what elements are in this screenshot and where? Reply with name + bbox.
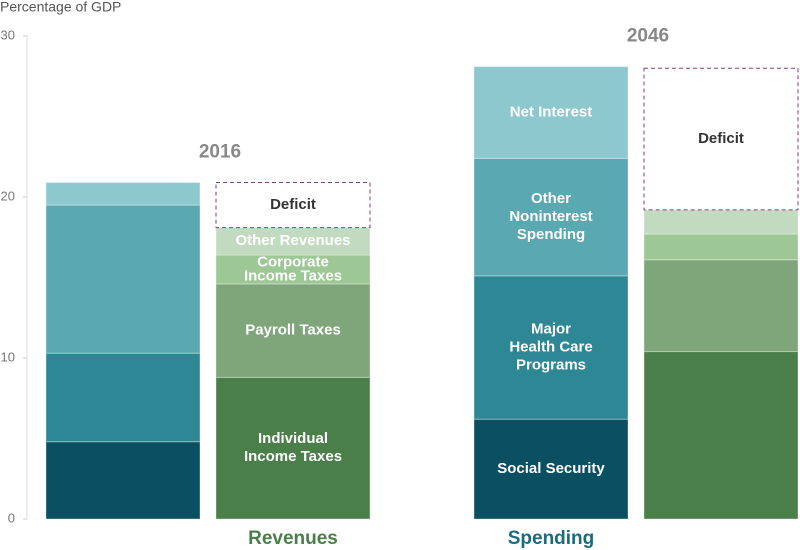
y-axis-label: Percentage of GDP xyxy=(0,0,121,15)
group-label: 2016 xyxy=(199,142,241,163)
segment-label: Corporate xyxy=(257,253,329,270)
segment-label: Spending xyxy=(517,226,585,243)
bar-segment xyxy=(215,254,371,285)
bar-segment xyxy=(643,209,799,235)
segment-label: Payroll Taxes xyxy=(245,322,341,339)
bar-segment xyxy=(215,227,371,256)
bar-segment xyxy=(643,259,799,353)
bar-segment xyxy=(215,376,371,520)
bar-segment xyxy=(643,67,799,211)
segment-label: Programs xyxy=(516,357,586,374)
segment-label: Deficit xyxy=(698,130,744,147)
y-tick-label: 30 xyxy=(1,27,15,42)
y-tick-label: 20 xyxy=(1,188,15,203)
bar-segment xyxy=(45,182,201,206)
segment-label: Individual xyxy=(258,430,328,447)
y-tick-label: 10 xyxy=(1,349,15,364)
segment-label: Social Security xyxy=(497,460,605,477)
bar-segment xyxy=(473,66,629,159)
segment-label: Major xyxy=(531,321,571,338)
bar-segment xyxy=(215,182,371,229)
bar-segment xyxy=(473,157,629,277)
bar-segment xyxy=(473,275,629,420)
bar-segment xyxy=(45,441,201,520)
segment-label: Deficit xyxy=(270,196,316,213)
y-tick-label: 0 xyxy=(8,510,15,525)
segment-label: Income Taxes xyxy=(244,267,342,284)
segment-label: Income Taxes xyxy=(244,448,342,465)
bar-segment xyxy=(215,283,371,378)
segment-label: Net Interest xyxy=(510,103,593,120)
bar-segment xyxy=(45,352,201,443)
bar-segment xyxy=(643,351,799,520)
segment-label: Other Revenues xyxy=(235,232,350,249)
bar-caption: Spending xyxy=(508,528,595,549)
segment-label: Other xyxy=(531,190,571,207)
group-label: 2046 xyxy=(627,26,669,47)
bar-segment xyxy=(643,233,799,261)
bar-segment xyxy=(473,418,629,520)
segment-label: Noninterest xyxy=(509,208,592,225)
segment-label: Health Care xyxy=(509,339,592,356)
bar-caption: Revenues xyxy=(248,528,338,549)
bar-segment xyxy=(45,204,201,354)
